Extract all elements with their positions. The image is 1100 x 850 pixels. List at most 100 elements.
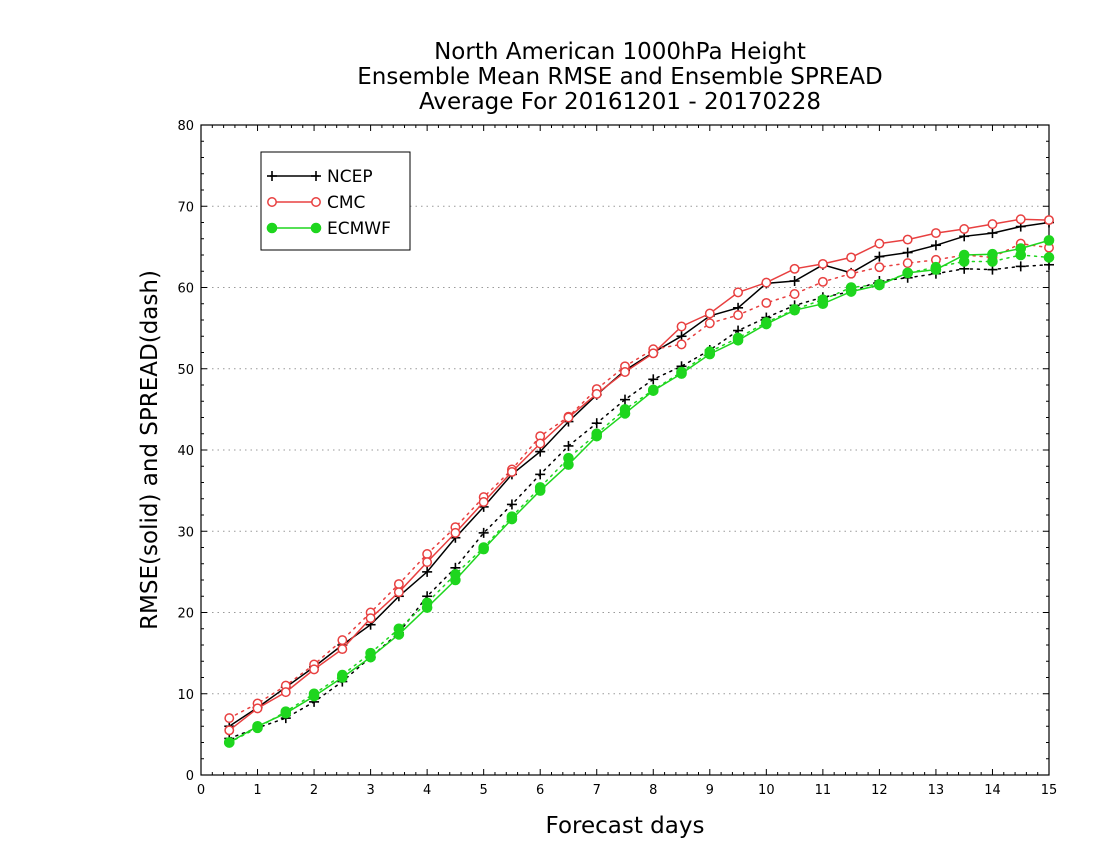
series-ncep-rmse-point xyxy=(422,566,433,577)
series-ncep-spread-point xyxy=(620,394,630,405)
series-cmc-rmse-point xyxy=(393,587,404,598)
series-ecmwf-spread-point xyxy=(1043,252,1055,263)
series-ecmwf-rmse-point xyxy=(845,286,857,297)
series-ecmwf-rmse-line xyxy=(228,239,1050,744)
series-ecmwf-rmse-point xyxy=(958,249,970,261)
y-tick-label: 0 xyxy=(186,769,194,784)
legend-label-cmc: CMC xyxy=(327,193,365,213)
series-ncep-spread-point xyxy=(591,418,602,429)
series-ecmwf-rmse-point xyxy=(1043,235,1055,246)
series-ecmwf-rmse-point xyxy=(987,248,998,260)
series-ecmwf-rmse-point xyxy=(591,430,603,442)
legend-swatch-marker xyxy=(266,222,278,234)
x-tick-label: 2 xyxy=(310,783,318,798)
series-ecmwf-rmse-point xyxy=(223,737,235,748)
x-tick-label: 11 xyxy=(815,783,832,798)
series-ecmwf-rmse-point xyxy=(365,651,376,663)
y-tick-label: 10 xyxy=(177,688,194,703)
series-ecmwf-rmse-point xyxy=(1015,243,1027,254)
series-cmc-spread-point xyxy=(817,276,828,287)
series-cmc-rmse-point xyxy=(450,527,461,538)
series-ecmwf xyxy=(223,235,1055,748)
series-cmc-rmse-point xyxy=(676,321,687,332)
series-ecmwf-rmse-point xyxy=(732,335,744,346)
series-cmc-rmse-point xyxy=(1044,215,1054,226)
series-cmc-rmse-point xyxy=(620,367,630,377)
series-cmc-rmse-point xyxy=(252,703,263,714)
series-ecmwf-rmse-point xyxy=(506,513,518,525)
x-tick-label: 6 xyxy=(536,783,544,798)
series-ncep-spread-point xyxy=(648,374,659,385)
series-cmc-rmse-point xyxy=(337,644,348,655)
legend-item-ecmwf: ECMWF xyxy=(266,219,391,239)
y-tick-label: 60 xyxy=(177,282,194,297)
series-ecmwf-rmse-point xyxy=(421,602,433,613)
legend-swatch-marker xyxy=(310,222,322,234)
series-cmc-rmse-point xyxy=(789,263,800,274)
series-cmc-rmse-point xyxy=(648,348,659,359)
series-cmc-rmse-point xyxy=(506,466,517,477)
x-tick-label: 5 xyxy=(480,783,488,798)
series-ecmwf-rmse-point xyxy=(647,385,659,396)
x-tick-label: 15 xyxy=(1041,783,1058,798)
series-cmc-rmse-point xyxy=(478,497,489,507)
series-ncep-rmse-point xyxy=(987,228,998,239)
x-tick-label: 7 xyxy=(593,783,601,798)
series-cmc-rmse-point xyxy=(902,234,913,245)
chart-title-line-3: Average For 20161201 - 20170228 xyxy=(419,89,821,115)
series-cmc-rmse-point xyxy=(563,412,574,423)
series-ecmwf-rmse-point xyxy=(874,279,885,291)
legend-label-ecmwf: ECMWF xyxy=(327,219,391,239)
chart-title-line-2: Ensemble Mean RMSE and Ensemble SPREAD xyxy=(357,64,882,90)
y-tick-label: 80 xyxy=(177,119,194,134)
series-ecmwf-rmse-point xyxy=(308,690,320,702)
series-cmc-rmse-point xyxy=(535,438,546,449)
legend-swatch-marker xyxy=(311,171,321,181)
series-cmc-rmse-point xyxy=(846,252,857,263)
series-cmc-rmse-point xyxy=(591,388,602,399)
series-ncep-spread-point xyxy=(506,499,517,510)
series-cmc-spread-point xyxy=(874,262,885,273)
series-cmc-rmse-point xyxy=(959,224,970,234)
series-cmc-spread-point xyxy=(846,268,857,279)
series-ncep-spread-point xyxy=(1015,261,1026,272)
series-cmc-spread-point xyxy=(902,258,913,269)
y-tick-label: 70 xyxy=(177,200,194,215)
series-cmc-rmse-point xyxy=(365,613,376,624)
series-ecmwf-rmse-point xyxy=(252,720,263,732)
legend-box xyxy=(260,151,411,251)
series-cmc-rmse-point xyxy=(422,557,433,568)
series-ecmwf-rmse-point xyxy=(534,485,546,496)
x-tick-label: 9 xyxy=(706,783,714,798)
legend: NCEP CMC ECMWF xyxy=(260,151,411,251)
series-ncep-spread-line xyxy=(228,264,1050,740)
series-cmc-rmse-point xyxy=(874,238,885,249)
series-ecmwf-rmse-point xyxy=(789,304,800,316)
y-axis-label: RMSE(solid) and SPREAD(dash) xyxy=(137,270,163,630)
series-cmc-rmse-point xyxy=(704,308,715,319)
series-cmc-spread-point xyxy=(224,713,235,724)
series-cmc-spread-point xyxy=(789,289,800,299)
series-cmc-spread-point xyxy=(422,549,433,559)
series-cmc-spread-point xyxy=(676,339,687,350)
x-tick-label: 4 xyxy=(423,783,431,798)
series-cmc-rmse-point xyxy=(1015,214,1026,225)
series-cmc-rmse-point xyxy=(224,725,235,736)
chart-title: North American 1000hPa Height Ensemble M… xyxy=(357,39,882,115)
x-tick-label: 8 xyxy=(649,783,657,798)
chart-title-line-1: North American 1000hPa Height xyxy=(434,39,806,65)
series-ecmwf-rmse-point xyxy=(619,408,631,419)
y-tick-label: 20 xyxy=(177,607,194,622)
x-tick-label: 14 xyxy=(984,783,1001,798)
series xyxy=(223,214,1055,748)
series-ecmwf-rmse-point xyxy=(478,543,489,555)
series-cmc-rmse-point xyxy=(309,664,320,675)
series-cmc-rmse-point xyxy=(817,258,828,269)
series-ncep-spread-point xyxy=(478,527,489,538)
series-ncep-spread-point xyxy=(535,469,546,480)
series-ncep-rmse-point xyxy=(789,276,800,286)
series-ncep xyxy=(224,217,1054,744)
y-tick-label: 50 xyxy=(177,363,194,378)
